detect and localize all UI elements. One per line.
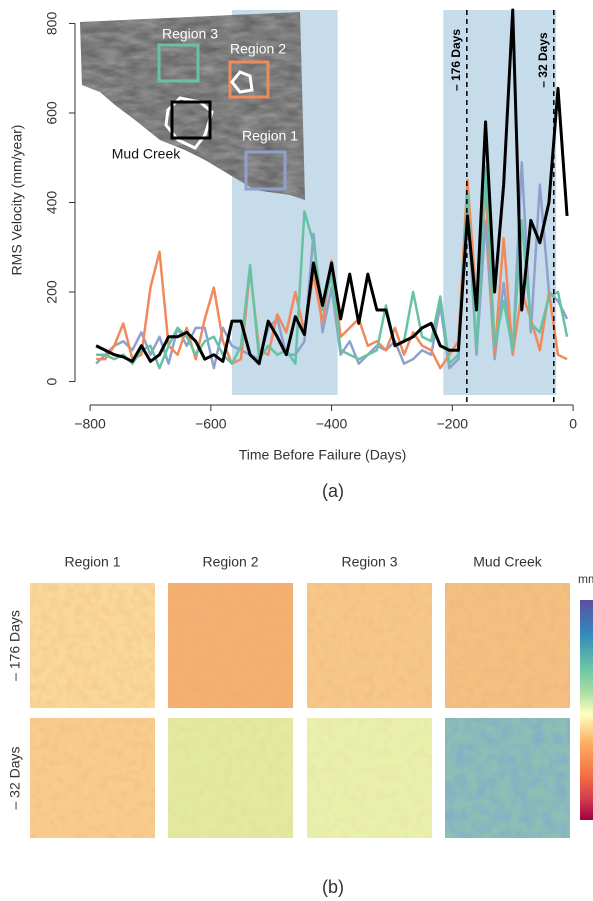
- x-axis-label: Time Before Failure (Days): [239, 447, 407, 463]
- map-texture: [168, 583, 293, 708]
- panel-label: (b): [322, 877, 344, 897]
- x-tick-label: −800: [74, 416, 106, 432]
- y-axis-label: RMS Velocity (mm/year): [9, 125, 25, 276]
- column-header: Region 2: [202, 554, 258, 570]
- region-box: [170, 100, 212, 140]
- x-tick-label: −600: [195, 416, 227, 432]
- map-texture: [307, 583, 432, 708]
- series-label: Region 2: [230, 41, 286, 57]
- x-tick-label: −200: [437, 416, 469, 432]
- panel-b: Region 1 Region 2 Region 3 Mud Creek – 176 D…: [7, 554, 593, 897]
- series-line: [95, 8, 569, 366]
- region-box: [244, 150, 287, 191]
- outline: [230, 70, 254, 94]
- map-texture: [307, 718, 432, 838]
- column-header: Region 1: [64, 554, 120, 570]
- y-tick-label: 200: [44, 280, 60, 304]
- region-box: [228, 60, 270, 99]
- series-label: Mud Creek: [112, 146, 181, 162]
- column-header: Region 3: [341, 554, 397, 570]
- x-tick-label: 0: [569, 416, 577, 432]
- x-tick-label: −400: [316, 416, 348, 432]
- column-header: Mud Creek: [473, 554, 542, 570]
- series-lines: [95, 8, 569, 370]
- map-texture: [445, 583, 570, 708]
- outline: [164, 96, 214, 150]
- y-tick-label: 600: [44, 101, 60, 125]
- inset-map: Region 3 Region 2 Region 1 Mud Creek: [80, 12, 305, 200]
- series-label: Region 3: [162, 26, 218, 42]
- y-tick-label: 800: [44, 12, 60, 36]
- map-texture: [30, 718, 155, 838]
- row-header: – 176 Days: [7, 610, 23, 681]
- panel-label: (a): [322, 481, 344, 501]
- map-texture: [445, 718, 570, 838]
- y-tick-label: 400: [44, 191, 60, 215]
- row-header: – 32 Days: [7, 746, 23, 809]
- colorbar: [580, 600, 593, 820]
- region-box: [157, 43, 200, 83]
- map-texture: [168, 718, 293, 838]
- y-tick-label: 0: [44, 377, 60, 385]
- colorbar-label: mm: [578, 572, 593, 586]
- annotation-label: – 32 Days: [536, 32, 550, 88]
- series-label: Region 1: [242, 128, 298, 144]
- map-texture: [30, 583, 155, 708]
- series-line: [96, 165, 569, 370]
- annotation-label: – 176 Days: [449, 29, 463, 91]
